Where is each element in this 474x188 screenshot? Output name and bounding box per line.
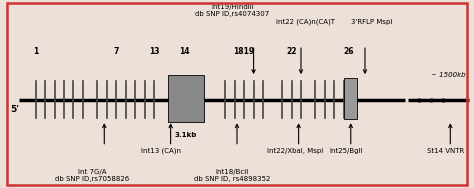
Text: 13: 13 — [149, 47, 159, 56]
Text: 1: 1 — [33, 47, 38, 56]
Text: Int25/BglI: Int25/BglI — [329, 148, 363, 154]
Bar — [344, 78, 357, 119]
Text: 22: 22 — [286, 47, 297, 56]
Text: Int 7G/A
db SNP ID,rs7058826: Int 7G/A db SNP ID,rs7058826 — [55, 169, 129, 182]
Text: St14 VNTR: St14 VNTR — [427, 148, 464, 154]
Text: Int19/HindIII
db SNP ID,rs4074307: Int19/HindIII db SNP ID,rs4074307 — [195, 4, 269, 17]
Text: 7: 7 — [113, 47, 119, 56]
Text: 1819: 1819 — [234, 47, 255, 56]
Text: Int18/BclI
db SNP ID, rs4898352: Int18/BclI db SNP ID, rs4898352 — [194, 169, 271, 182]
Text: ~ 1500kb: ~ 1500kb — [430, 72, 465, 78]
Text: 5': 5' — [10, 105, 19, 114]
Text: Int22/XbaI, MspI: Int22/XbaI, MspI — [267, 148, 323, 154]
Bar — [168, 75, 204, 122]
Text: Int13 (CA)n: Int13 (CA)n — [141, 148, 181, 154]
Text: 3.1kb: 3.1kb — [174, 132, 197, 138]
Text: 14: 14 — [179, 47, 189, 56]
Text: 26: 26 — [343, 47, 354, 56]
Text: 3'RFLP MspI: 3'RFLP MspI — [351, 19, 393, 25]
Text: Int22 (CA)n(CA)T: Int22 (CA)n(CA)T — [276, 19, 335, 25]
